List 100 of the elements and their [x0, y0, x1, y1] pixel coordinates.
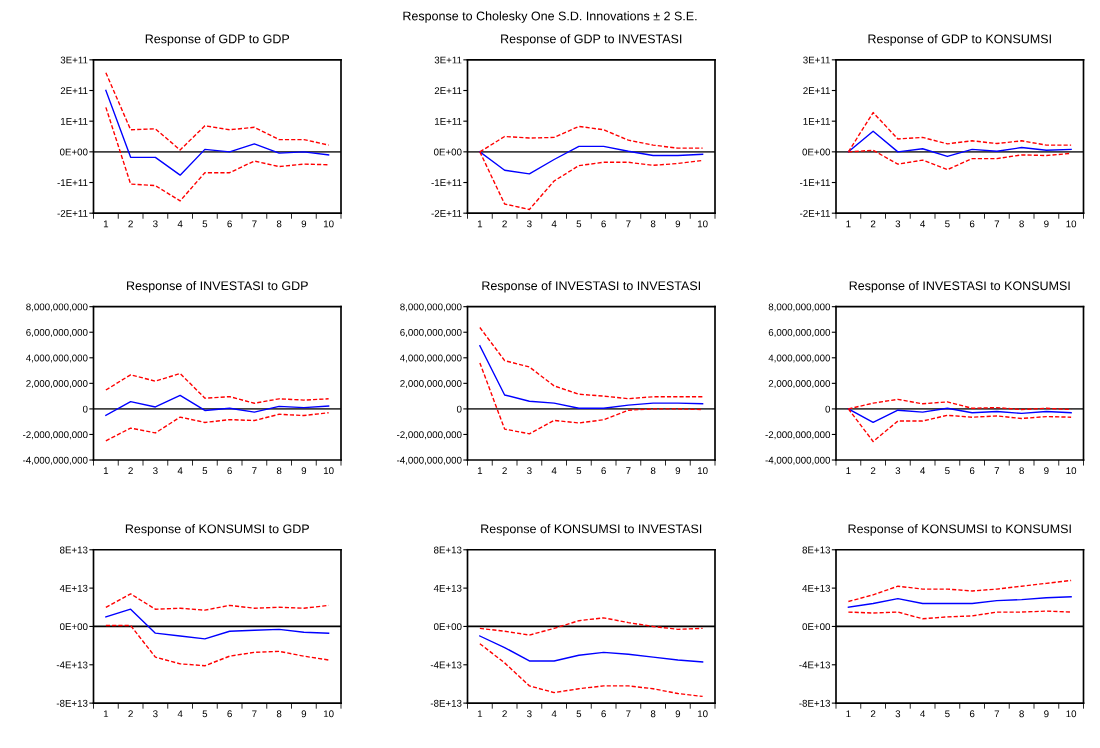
x-tick-label: 3	[527, 710, 532, 718]
x-tick-label: 4	[920, 220, 926, 228]
x-tick-label: 4	[177, 710, 183, 718]
x-tick-label: 9	[675, 220, 681, 228]
x-tick-label: 10	[1066, 220, 1077, 228]
y-tick-label: 0E+00	[802, 148, 831, 156]
y-tick-label: -1E+11	[799, 179, 830, 187]
y-tick-label: -8E+13	[56, 699, 88, 707]
x-tick-label: 6	[969, 467, 975, 475]
y-tick-label: 0E+00	[59, 148, 88, 156]
x-tick-label: 8	[276, 467, 282, 475]
y-tick-label: -4E+13	[56, 661, 88, 669]
x-tick-label: 8	[1019, 467, 1024, 475]
y-tick-label: 1E+11	[61, 118, 88, 125]
x-tick-label: 5	[576, 220, 582, 228]
y-tick-label: 0E+00	[59, 623, 88, 631]
x-tick-label: 9	[1044, 710, 1049, 718]
x-tick-label: 6	[227, 220, 232, 228]
line-series	[479, 145, 704, 175]
y-tick-label: 2,000,000,000	[400, 380, 462, 389]
x-tick-label: 1	[477, 467, 483, 475]
y-tick-label: 0E+00	[802, 623, 831, 631]
x-tick-label: 7	[252, 220, 257, 228]
x-tick-label: 1	[846, 467, 851, 475]
line-series	[847, 130, 1072, 158]
line-series	[105, 608, 330, 640]
chart-title: Response of GDP to INVESTASI	[501, 34, 682, 46]
x-tick-label: 4	[177, 467, 183, 475]
line-series	[847, 596, 1072, 608]
x-tick-label: 2	[870, 467, 876, 475]
x-tick-label: 9	[301, 220, 307, 228]
x-tick-label: 5	[945, 220, 950, 228]
y-tick-label: 8,000,000,000	[768, 303, 831, 312]
x-tick-label: 2	[502, 710, 507, 718]
y-tick-label: 4,000,000,000	[768, 354, 831, 363]
y-tick-label: 3E+11	[803, 56, 830, 64]
y-tick-label: 1E+11	[803, 118, 830, 125]
line-series	[105, 106, 330, 202]
y-tick-label: 6,000,000,000	[26, 328, 88, 337]
x-tick-label: 1	[846, 710, 851, 718]
x-tick-label: 3	[527, 220, 532, 228]
line-series	[105, 593, 330, 611]
x-tick-label: 8	[276, 220, 282, 228]
line-series	[479, 635, 704, 663]
y-tick-label: -1E+11	[57, 179, 88, 187]
y-tick-label: -4E+13	[799, 661, 831, 669]
x-tick-label: 4	[551, 220, 557, 228]
x-tick-label: 9	[1044, 467, 1049, 475]
y-tick-label: -2E+11	[431, 209, 462, 217]
y-tick-label: -2,000,000,000	[765, 431, 831, 440]
y-tick-label: -8E+13	[430, 699, 462, 707]
y-tick-label: 8E+13	[59, 546, 88, 554]
x-tick-label: 8	[650, 220, 656, 228]
x-tick-label: 4	[920, 467, 926, 475]
line-series	[105, 372, 330, 404]
x-tick-label: 8	[650, 710, 656, 718]
y-tick-label: 3E+11	[434, 56, 462, 64]
y-tick-label: 1E+11	[435, 118, 462, 125]
x-tick-label: 2	[870, 710, 876, 718]
y-tick-label: 2,000,000,000	[768, 380, 831, 389]
chart-title: Response of INVESTASI to KONSUMSI	[849, 280, 1070, 293]
y-tick-label: -1E+11	[431, 179, 462, 187]
x-tick-label: 3	[895, 220, 901, 228]
y-tick-label: 2E+11	[60, 87, 88, 95]
x-tick-label: 7	[994, 220, 1000, 228]
y-tick-label: 0E+00	[433, 623, 462, 631]
y-tick-label: -2E+11	[57, 209, 88, 217]
x-tick-label: 4	[551, 467, 557, 475]
x-tick-label: 8	[1019, 710, 1024, 718]
x-tick-label: 1	[477, 710, 483, 718]
x-tick-label: 10	[323, 467, 334, 475]
x-tick-label: 3	[153, 710, 158, 718]
x-tick-label: 5	[202, 710, 208, 718]
y-tick-label: 6,000,000,000	[400, 328, 462, 337]
chart-title: Response of KONSUMSI to INVESTASI	[481, 524, 702, 536]
y-tick-label: 4,000,000,000	[400, 354, 462, 363]
y-tick-label: -4E+13	[430, 661, 462, 669]
x-tick-label: 6	[601, 467, 606, 475]
x-tick-label: 2	[870, 220, 876, 228]
x-tick-label: 10	[697, 467, 708, 475]
x-tick-label: 1	[477, 220, 483, 228]
x-tick-label: 7	[252, 467, 257, 475]
line-series	[847, 407, 1072, 424]
line-series	[479, 326, 704, 400]
line-series	[479, 617, 704, 636]
y-tick-label: 0	[825, 405, 831, 413]
x-tick-label: 2	[128, 220, 133, 228]
chart-title: Response of GDP to GDP	[145, 34, 290, 46]
x-tick-label: 8	[1019, 220, 1024, 228]
x-tick-label: 5	[202, 220, 208, 228]
x-tick-label: 6	[227, 710, 232, 718]
x-tick-label: 9	[675, 467, 681, 475]
y-tick-label: 8,000,000,000	[26, 303, 88, 312]
line-series	[105, 72, 330, 151]
x-tick-label: 6	[969, 220, 975, 228]
chart-title: Response of KONSUMSI to GDP	[125, 524, 309, 536]
line-series	[105, 412, 330, 442]
y-tick-label: 4E+13	[59, 584, 88, 592]
chart-title: Response of INVESTASI to GDP	[127, 280, 308, 293]
x-tick-label: 7	[252, 710, 257, 718]
